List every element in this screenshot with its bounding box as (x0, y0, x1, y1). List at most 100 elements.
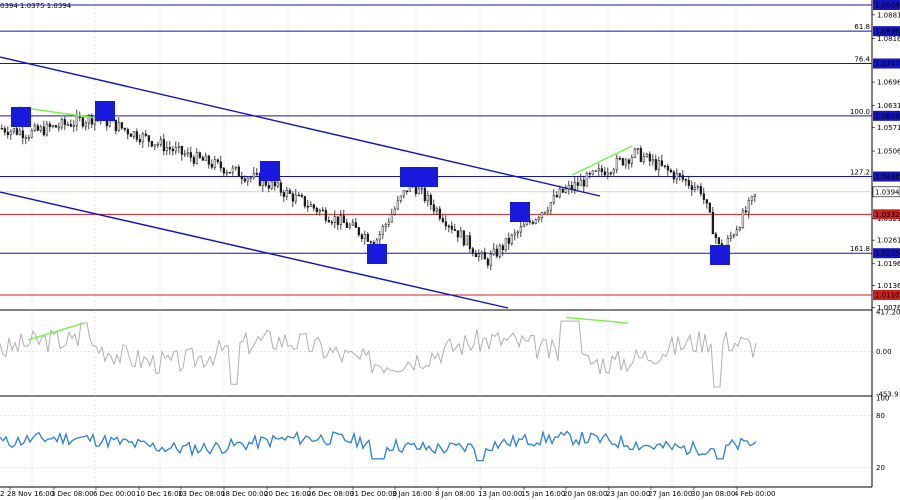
candle-body (171, 148, 175, 152)
candle-body (612, 169, 616, 174)
candle-body (600, 168, 604, 173)
divergence-line (571, 145, 633, 176)
candle-body (531, 221, 535, 224)
candle-body (3, 128, 7, 133)
candle-body (192, 157, 196, 164)
candle-body (237, 166, 241, 177)
candle-body (306, 205, 310, 208)
candle-body (228, 171, 232, 174)
candle-body (567, 185, 571, 190)
candle-body (627, 159, 631, 164)
rsi-panel: 100 80 20 (0, 395, 889, 472)
price-tick-label: 1.0571 (877, 124, 900, 132)
candle-body (234, 166, 238, 169)
candle-body (345, 222, 349, 228)
candle-body (159, 139, 163, 145)
candle-body (645, 153, 649, 157)
time-label: 20 Jan 08:00 (563, 490, 607, 498)
candle-body (690, 185, 694, 190)
candle-body (297, 194, 301, 197)
candle-body (219, 161, 223, 169)
candle-body (444, 221, 448, 227)
candle-body (621, 158, 625, 166)
price-tick-label: 1.0816 (877, 35, 900, 43)
candle-body (459, 230, 463, 238)
candle-body (543, 211, 547, 214)
candle-body (423, 187, 427, 201)
candle-body (249, 177, 253, 179)
candle-body (69, 124, 73, 127)
fib-label: 127.2 (850, 169, 870, 177)
candle-body (624, 159, 628, 166)
candle-body (516, 231, 520, 234)
signal-box (11, 107, 31, 127)
time-label: 3 Dec 08:00 (51, 490, 94, 498)
candle-body (657, 160, 661, 170)
candle-body (9, 130, 13, 136)
candle-body (702, 193, 706, 200)
candle-body (534, 219, 538, 224)
candle-body (189, 152, 193, 158)
level-price-label: 1.0332 (875, 211, 900, 219)
candle-body (342, 215, 346, 223)
candle-body (204, 155, 208, 161)
candle-body (309, 204, 313, 207)
candle-body (120, 122, 124, 129)
candle-body (72, 124, 76, 127)
candle-body (360, 234, 364, 239)
candle-body (330, 221, 334, 224)
candle-body (513, 232, 517, 236)
candle-body (588, 172, 592, 175)
candle-body (504, 237, 508, 251)
candle-body (570, 185, 574, 190)
candle-body (318, 209, 322, 212)
candle-body (684, 179, 688, 181)
time-label: 26 Dec 08:00 (307, 490, 354, 498)
candle-body (750, 196, 754, 201)
candle-body (90, 115, 94, 125)
candle-body (603, 171, 607, 176)
candle-body (363, 234, 367, 239)
candle-body (54, 125, 58, 128)
candle-body (66, 124, 70, 126)
candle-body (477, 253, 481, 258)
candle-body (195, 152, 199, 164)
candle-body (453, 229, 457, 231)
fib-label: 61.8 (854, 23, 870, 31)
candle-body (576, 182, 580, 186)
fib-label: 76.4 (854, 56, 870, 64)
candle-body (618, 158, 622, 160)
candle-body (708, 202, 712, 213)
candle-body (81, 117, 85, 127)
candle-body (210, 164, 214, 168)
candle-body (303, 196, 307, 207)
candle-body (615, 158, 619, 171)
candle-body (471, 248, 475, 254)
candle-body (12, 128, 16, 132)
candle-body (735, 229, 739, 236)
cci-divergence-line (565, 316, 629, 324)
candle-body (351, 222, 355, 226)
candle-body (687, 180, 691, 186)
candle-body (669, 169, 673, 173)
candle-body (375, 239, 379, 245)
candle-body (135, 131, 139, 140)
candle-body (108, 120, 112, 127)
channel-lower-line (0, 191, 509, 309)
candle-body (432, 204, 436, 212)
cci-panel: 417.2044 0.00 -453.913 (0, 309, 900, 399)
candle-body (288, 190, 292, 194)
candle-body (558, 188, 562, 198)
candle-body (18, 130, 22, 135)
candle-body (399, 195, 403, 201)
candle-body (387, 221, 391, 225)
signal-box (260, 161, 280, 181)
time-label: 13 Jan 00:00 (478, 490, 522, 498)
price-tick-label: 1.0196 (877, 260, 900, 268)
candle-body (75, 115, 79, 126)
candle-body (177, 145, 181, 148)
candle-body (489, 254, 493, 266)
cci-line (0, 320, 757, 388)
candle-body (564, 188, 568, 193)
